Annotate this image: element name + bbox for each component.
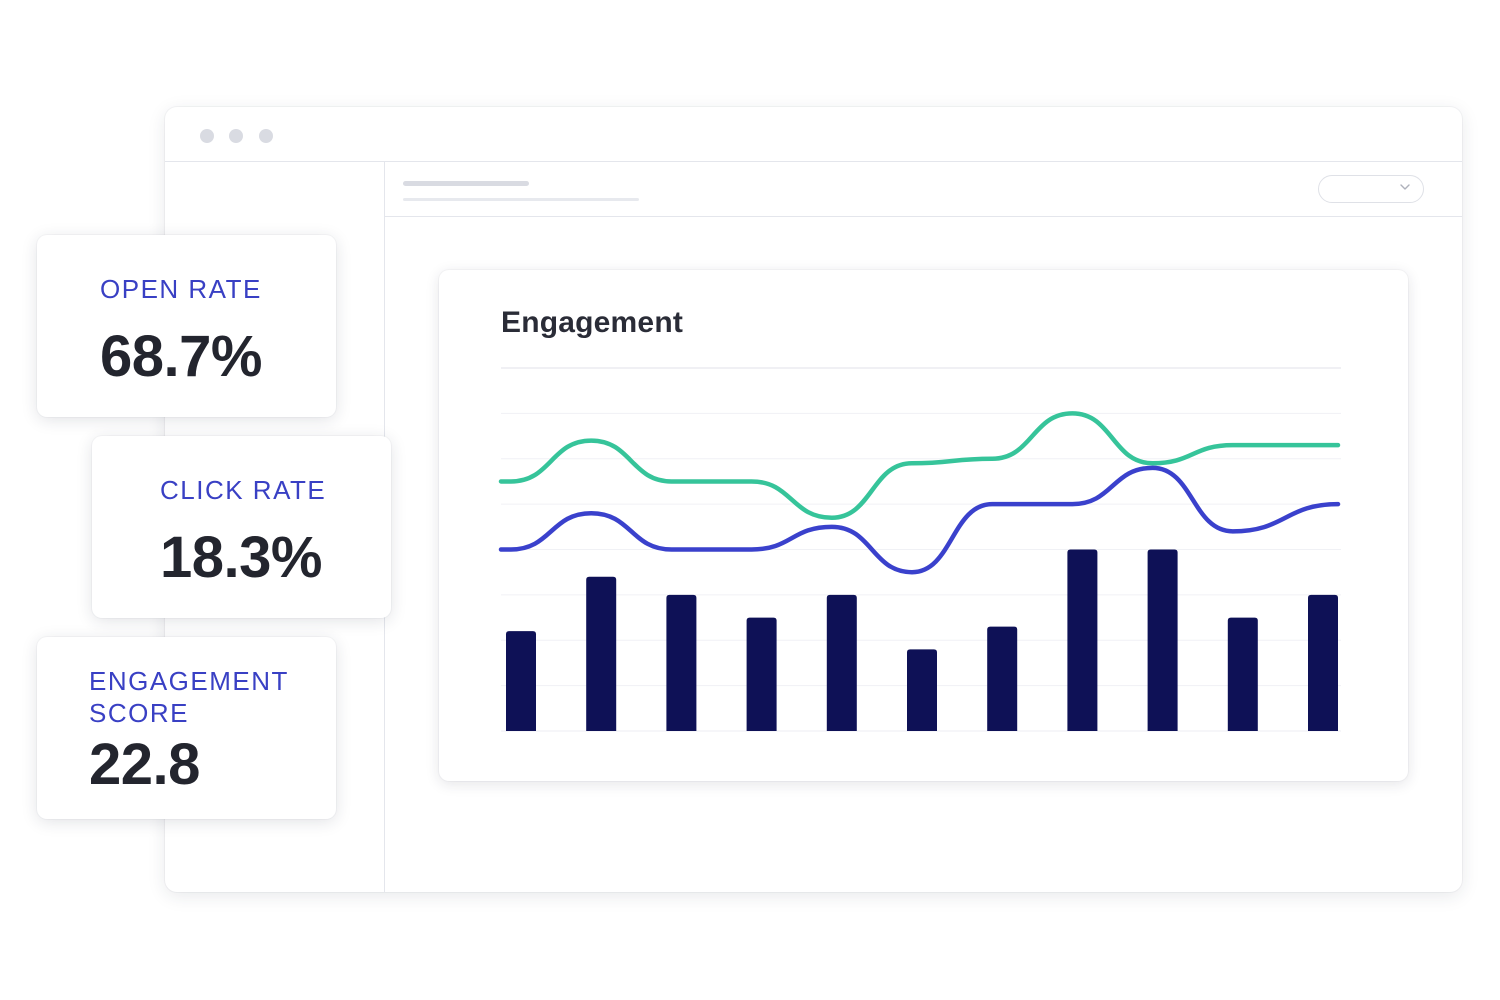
metric-value: 18.3%: [160, 525, 322, 590]
chart-bar: [1227, 617, 1258, 731]
metric-card-engagement-score: ENGAGEMENT SCORE 22.8: [37, 637, 336, 819]
chart-series-line: [498, 465, 1341, 575]
chart-bar: [1147, 549, 1178, 731]
chevron-down-icon: [1400, 184, 1410, 190]
metric-label: OPEN RATE: [100, 274, 262, 304]
filter-dropdown[interactable]: [1318, 175, 1424, 203]
chart-bar: [506, 631, 536, 731]
chart-series-line: [498, 411, 1341, 520]
metric-value: 22.8: [89, 732, 200, 797]
engagement-chart-card: Engagement: [439, 270, 1408, 781]
chart-bar: [826, 594, 857, 731]
metric-label: CLICK RATE: [160, 475, 327, 505]
engagement-chart: [498, 367, 1341, 732]
chart-bar: [907, 649, 937, 731]
placeholder-subtitle-bar: [403, 198, 639, 201]
metric-value: 68.7%: [100, 324, 262, 389]
window-titlebar: [165, 107, 1462, 162]
placeholder-title-bar: [403, 181, 529, 186]
window-control-dot[interactable]: [259, 129, 273, 143]
chart-bar: [746, 617, 777, 731]
chart-title: Engagement: [501, 306, 684, 339]
metric-card-click-rate: CLICK RATE 18.3%: [92, 436, 391, 618]
chart-bar: [1308, 594, 1338, 731]
window-control-dot[interactable]: [229, 129, 243, 143]
chart-bar: [1067, 549, 1098, 731]
content-toolbar: [385, 162, 1462, 217]
metric-label: ENGAGEMENT SCORE: [89, 666, 289, 728]
window-control-dot[interactable]: [200, 129, 214, 143]
metric-card-open-rate: OPEN RATE 68.7%: [37, 235, 336, 417]
chart-bar: [987, 626, 1018, 731]
chart-bar: [586, 576, 617, 731]
chart-bar: [666, 594, 697, 731]
